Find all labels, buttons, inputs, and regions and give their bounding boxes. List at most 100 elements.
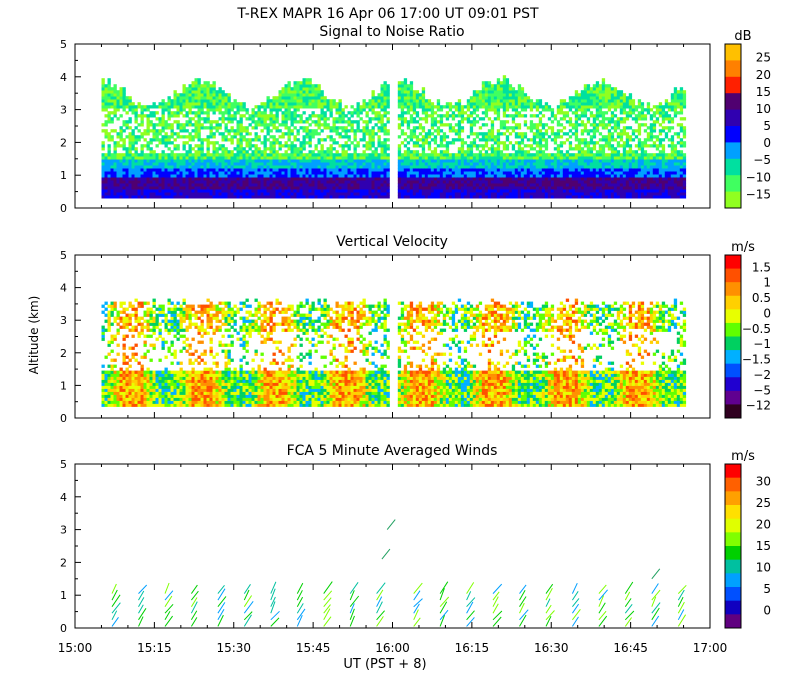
snr-cell: [221, 144, 225, 148]
snr-cell: [185, 177, 189, 181]
snr-cell: [245, 111, 249, 115]
snr-cell: [592, 162, 597, 166]
snr-cell: [493, 135, 498, 139]
snr-cell: [607, 192, 612, 196]
snr-cell: [541, 186, 546, 190]
snr-cell: [284, 114, 288, 118]
snr-cell: [544, 171, 549, 175]
snr-cell: [170, 165, 174, 169]
snr-cell: [182, 99, 186, 103]
snr-cell: [104, 156, 108, 160]
snr-cell: [146, 117, 150, 121]
snr-cell: [221, 117, 225, 121]
snr-cell: [460, 105, 465, 109]
snr-cell: [206, 189, 210, 193]
snr-cell: [377, 183, 381, 187]
snr-cell: [194, 102, 198, 106]
snr-cell: [146, 108, 150, 112]
snr-cell: [442, 180, 447, 184]
snr-cell: [266, 168, 270, 172]
snr-cell: [559, 186, 564, 190]
snr-cell: [610, 156, 615, 160]
snr-cell: [517, 93, 522, 97]
snr-cell: [323, 138, 327, 142]
snr-cell: [362, 177, 366, 181]
snr-cell: [212, 189, 216, 193]
snr-cell: [377, 126, 381, 130]
snr-cell: [589, 153, 594, 157]
snr-cell: [514, 153, 519, 157]
snr-cell: [362, 192, 366, 196]
snr-cell: [463, 156, 468, 160]
snr-cell: [445, 189, 450, 193]
snr-cell: [287, 96, 291, 100]
snr-cell: [383, 168, 387, 172]
snr-cell: [532, 186, 537, 190]
snr-cell: [194, 132, 198, 136]
snr-cell: [155, 132, 159, 136]
snr-cell: [598, 195, 603, 199]
snr-cell: [571, 186, 576, 190]
snr-cell: [463, 111, 468, 115]
snr-cell: [592, 105, 597, 109]
snr-cell: [505, 153, 510, 157]
snr-cell: [110, 195, 114, 199]
snr-cell: [403, 180, 408, 184]
snr-cell: [511, 159, 516, 163]
snr-cell: [101, 162, 105, 166]
snr-cell: [302, 144, 306, 148]
snr-cell: [472, 93, 477, 97]
snr-cell: [406, 141, 411, 145]
snr-cell: [586, 117, 591, 121]
snr-cell: [622, 165, 627, 169]
snr-cell: [529, 162, 534, 166]
snr-cell: [155, 162, 159, 166]
snr-cell: [487, 87, 492, 91]
snr-cell: [275, 180, 279, 184]
snr-cell: [583, 153, 588, 157]
snr-cell: [541, 168, 546, 172]
snr-cell: [499, 81, 504, 85]
snr-cell: [371, 111, 375, 115]
snr-cell: [359, 177, 363, 181]
snr-cell: [505, 177, 510, 181]
snr-cell: [589, 96, 594, 100]
snr-cell: [284, 168, 288, 172]
snr-cell: [386, 156, 390, 160]
snr-cell: [131, 141, 135, 145]
snr-cell: [167, 114, 171, 118]
snr-cell: [305, 162, 309, 166]
snr-cell: [374, 150, 378, 154]
snr-cell: [592, 186, 597, 190]
snr-cell: [460, 141, 465, 145]
snr-cell: [125, 126, 129, 130]
snr-cell: [415, 120, 420, 124]
snr-cell: [559, 189, 564, 193]
snr-cell: [499, 183, 504, 187]
snr-cell: [341, 165, 345, 169]
snr-cell: [206, 174, 210, 178]
snr-cell: [308, 153, 312, 157]
snr-cell: [215, 120, 219, 124]
snr-cell: [209, 195, 213, 199]
snr-cell: [463, 153, 468, 157]
snr-cell: [577, 162, 582, 166]
snr-cell: [317, 120, 321, 124]
snr-cell: [541, 192, 546, 196]
snr-cell: [248, 165, 252, 169]
snr-cell: [194, 144, 198, 148]
snr-cell: [451, 180, 456, 184]
snr-cell: [421, 147, 426, 151]
snr-cell: [365, 129, 369, 133]
snr-cell: [194, 186, 198, 190]
snr-cell: [586, 87, 591, 91]
snr-cell: [604, 141, 609, 145]
snr-cell: [625, 183, 630, 187]
snr-cell: [287, 174, 291, 178]
snr-cell: [194, 159, 198, 163]
snr-cell: [484, 138, 489, 142]
snr-cell: [586, 165, 591, 169]
snr-cell: [281, 93, 285, 97]
snr-cell: [559, 165, 564, 169]
snr-cell: [386, 153, 390, 157]
